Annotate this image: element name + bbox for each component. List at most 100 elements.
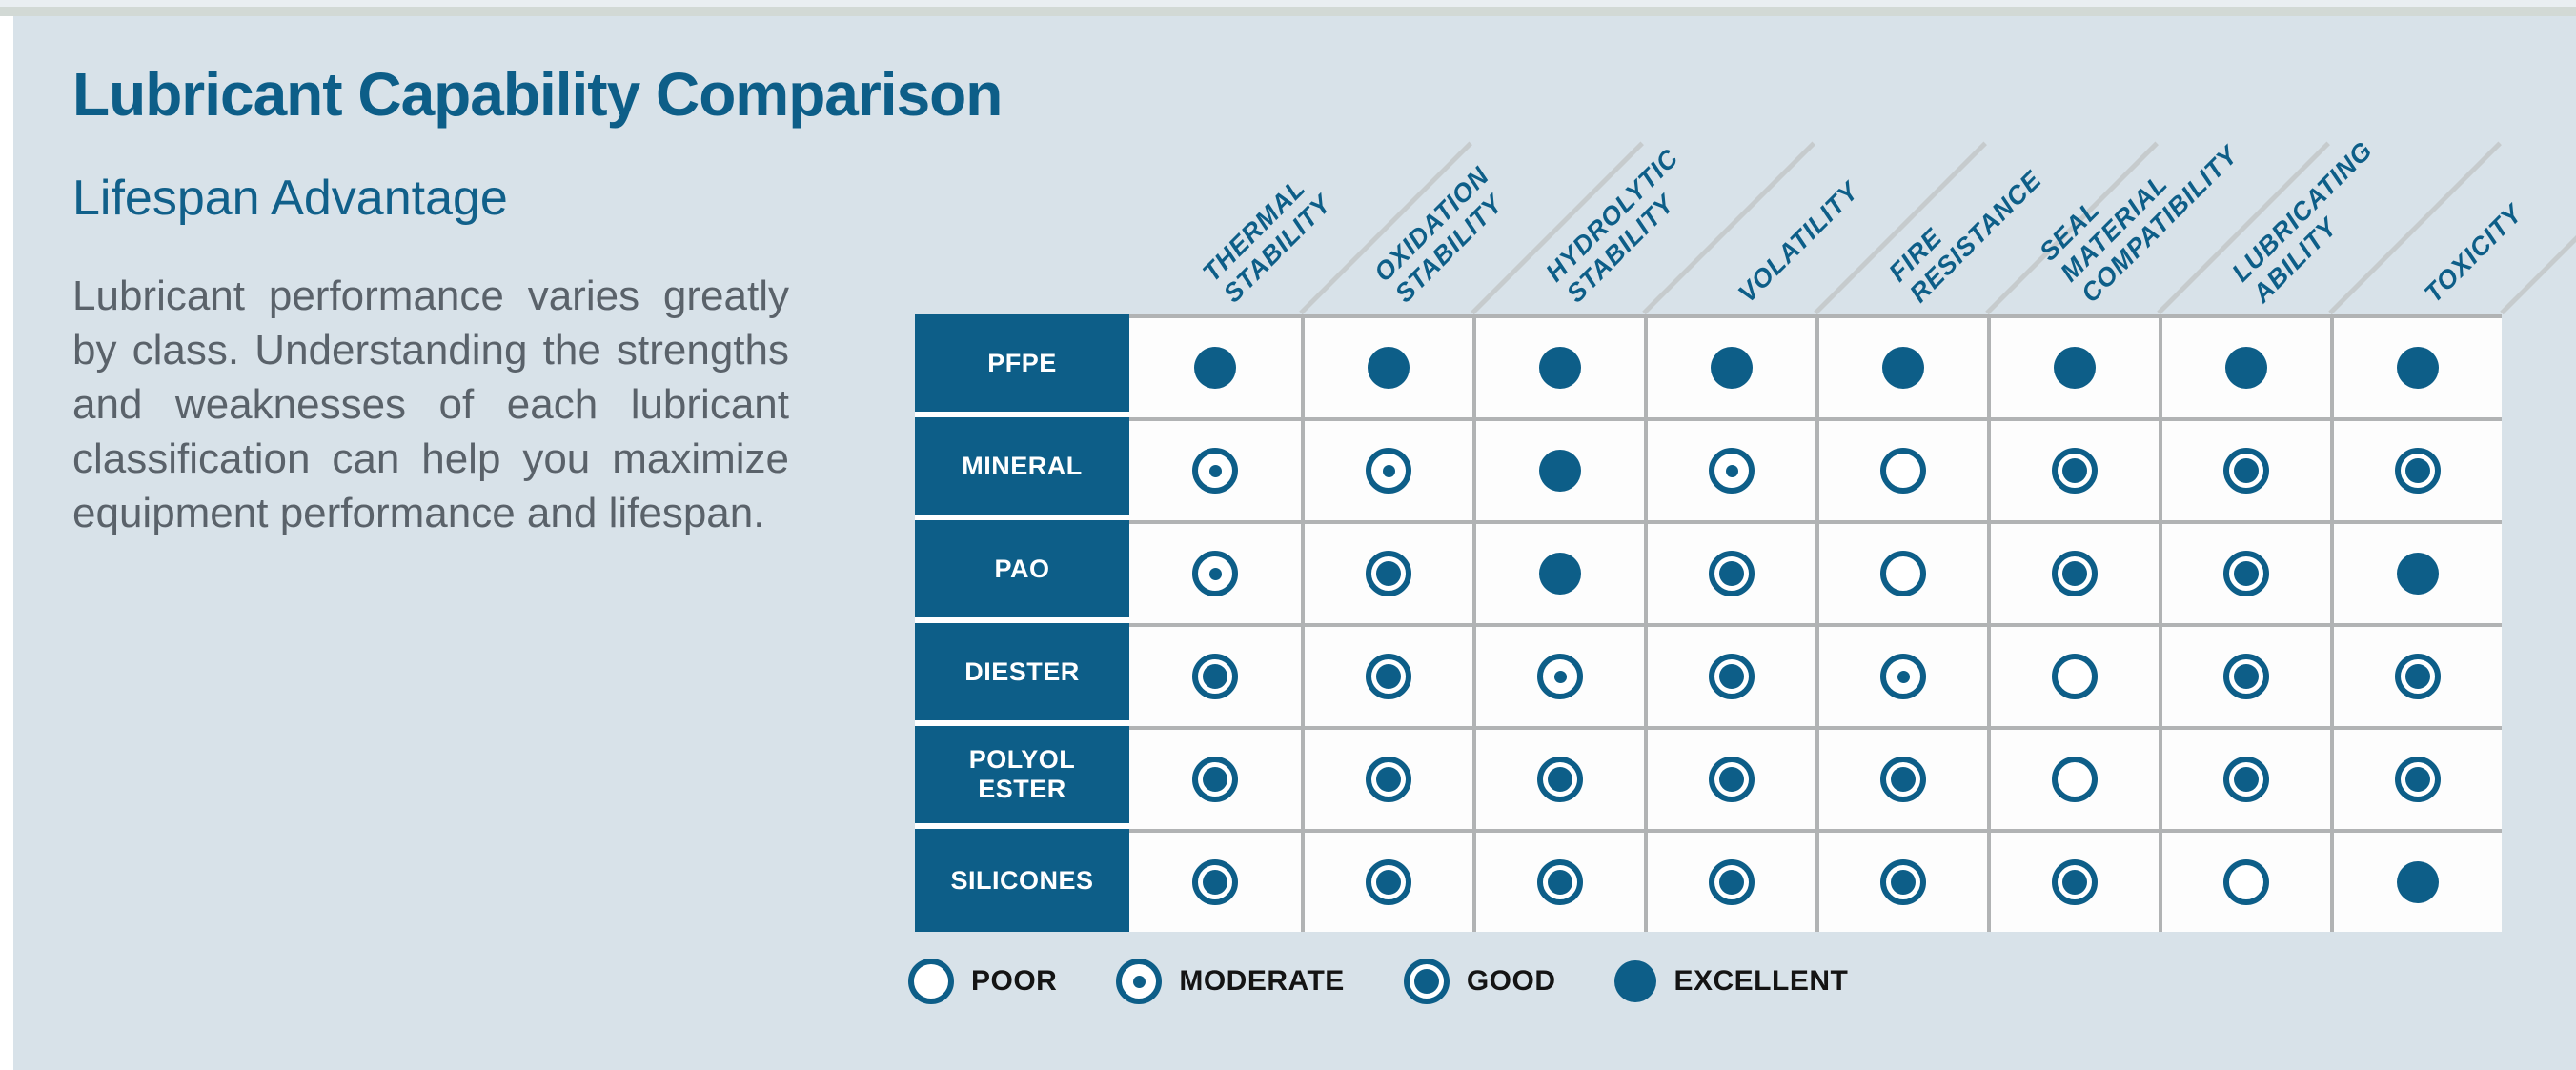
rating-cell-pao-col4 — [1644, 520, 1815, 623]
moderate-rating-icon — [1366, 448, 1411, 494]
rating-cell-mineral-col6 — [1987, 417, 2159, 520]
row-label-text: PAO — [994, 554, 1050, 583]
legend-item-excellent: EXCELLENT — [1614, 960, 1848, 1002]
rating-icon-core — [1719, 664, 1744, 689]
rating-cell-mineral-col5 — [1815, 417, 1987, 520]
rating-cell-silicones-col5 — [1815, 829, 1987, 932]
good-rating-icon — [2223, 757, 2269, 802]
legend-label: MODERATE — [1179, 965, 1345, 997]
rating-cell-diester-col6 — [1987, 623, 2159, 726]
rating-cell-diester-col3 — [1472, 623, 1644, 726]
good-rating-icon — [1880, 757, 1926, 802]
rating-cell-mineral-col4 — [1644, 417, 1815, 520]
row-label-text: DIESTER — [964, 656, 1080, 686]
good-rating-icon — [2395, 654, 2441, 699]
poor-rating-icon — [2052, 757, 2098, 802]
rating-icon-core — [1376, 561, 1401, 586]
rating-cell-silicones-col6 — [1987, 829, 2159, 932]
rating-icon-core — [1891, 870, 1916, 895]
rating-icon-core — [2405, 664, 2430, 689]
legend-label: POOR — [971, 965, 1058, 997]
excellent-rating-icon — [1539, 347, 1581, 389]
moderate-rating-icon — [1537, 654, 1583, 699]
rating-icon-core — [1548, 870, 1572, 895]
rating-cell-pao-col6 — [1987, 520, 2159, 623]
rating-cell-polyol-ester-col8 — [2330, 726, 2502, 829]
rating-cell-polyol-ester-col1 — [1129, 726, 1301, 829]
rating-icon-core — [1208, 567, 1222, 580]
rating-icon-core — [1376, 870, 1401, 895]
rating-cell-pfpe-col4 — [1644, 314, 1815, 417]
rating-cell-polyol-ester-col5 — [1815, 726, 1987, 829]
legend-item-poor: POOR — [908, 959, 1057, 1004]
top-edge-dark-strip — [0, 7, 2576, 16]
excellent-rating-icon — [2397, 553, 2439, 595]
rating-cell-pao-col5 — [1815, 520, 1987, 623]
good-rating-icon — [1537, 757, 1583, 802]
rating-icon-core — [1382, 464, 1395, 477]
rating-cell-polyol-ester-col3 — [1472, 726, 1644, 829]
rating-icon-core — [2234, 561, 2259, 586]
rating-icon-core — [1548, 767, 1572, 792]
rating-icon-core — [1376, 664, 1401, 689]
row-label-pao: PAO — [915, 520, 1129, 623]
rating-cell-pao-col3 — [1472, 520, 1644, 623]
poor-rating-icon — [2223, 859, 2269, 905]
rating-cell-silicones-col1 — [1129, 829, 1301, 932]
rating-icon-core — [1203, 870, 1227, 895]
rating-cell-mineral-col7 — [2159, 417, 2330, 520]
excellent-rating-icon — [1882, 347, 1924, 389]
rating-cell-polyol-ester-col4 — [1644, 726, 1815, 829]
good-rating-icon — [1366, 551, 1411, 596]
good-rating-icon — [2223, 654, 2269, 699]
poor-rating-icon — [2052, 654, 2098, 699]
rating-icon-core — [2062, 870, 2087, 895]
excellent-rating-icon — [1711, 347, 1753, 389]
row-label-mineral: MINERAL — [915, 417, 1129, 520]
good-rating-icon — [1192, 654, 1238, 699]
top-edge-light-strip — [0, 0, 2576, 7]
excellent-rating-icon — [1368, 347, 1410, 389]
page-title: Lubricant Capability Comparison — [72, 60, 1003, 129]
good-rating-icon — [1366, 859, 1411, 905]
rating-cell-pfpe-col3 — [1472, 314, 1644, 417]
rating-cell-pao-col2 — [1301, 520, 1472, 623]
rating-icon-core — [2234, 664, 2259, 689]
row-label-polyol-ester: POLYOL ESTER — [915, 726, 1129, 829]
good-rating-icon — [1709, 551, 1755, 596]
moderate-rating-icon — [1709, 448, 1755, 494]
rating-cell-pfpe-col1 — [1129, 314, 1301, 417]
rating-icon-core — [2234, 458, 2259, 483]
rating-cell-pfpe-col6 — [1987, 314, 2159, 417]
rating-cell-diester-col4 — [1644, 623, 1815, 726]
rating-cell-silicones-col7 — [2159, 829, 2330, 932]
legend-item-moderate: MODERATE — [1116, 959, 1344, 1004]
excellent-rating-icon — [1194, 347, 1236, 389]
rating-icon-core — [1376, 767, 1401, 792]
good-rating-icon — [1709, 859, 1755, 905]
excellent-rating-icon — [2054, 347, 2096, 389]
rating-icon-core — [2405, 458, 2430, 483]
rating-cell-mineral-col1 — [1129, 417, 1301, 520]
rating-cell-diester-col5 — [1815, 623, 1987, 726]
rating-cell-silicones-col3 — [1472, 829, 1644, 932]
excellent-rating-icon — [1614, 960, 1657, 1002]
rating-cell-polyol-ester-col6 — [1987, 726, 2159, 829]
rating-icon-core — [1725, 464, 1738, 477]
good-rating-icon — [1709, 654, 1755, 699]
good-rating-icon — [2052, 448, 2098, 494]
good-rating-icon — [1403, 959, 1450, 1004]
rating-cell-pao-col1 — [1129, 520, 1301, 623]
rating-icon-core — [1208, 464, 1222, 477]
good-rating-icon — [2223, 448, 2269, 494]
good-rating-icon — [2395, 448, 2441, 494]
row-label-diester: DIESTER — [915, 623, 1129, 726]
good-rating-icon — [1366, 654, 1411, 699]
rating-cell-diester-col7 — [2159, 623, 2330, 726]
rating-icon-core — [1203, 664, 1227, 689]
rating-icon-core — [1553, 670, 1567, 683]
good-rating-icon — [2052, 551, 2098, 596]
row-label-silicones: SILICONES — [915, 829, 1129, 932]
rating-cell-silicones-col2 — [1301, 829, 1472, 932]
